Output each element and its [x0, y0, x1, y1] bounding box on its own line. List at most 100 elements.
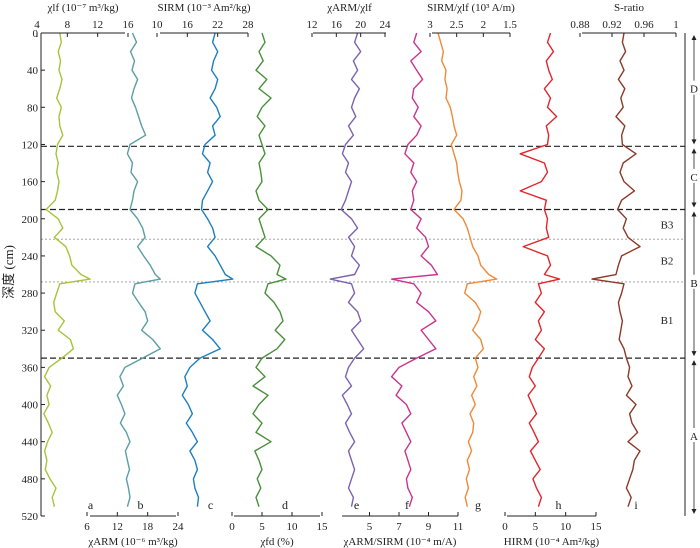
x-axis-label-f: χARM/SIRM (10⁻⁴ m/A) — [343, 536, 457, 548]
y-tick-label: 320 — [22, 325, 39, 337]
x-tick-label: 16 — [123, 19, 135, 31]
panel-letter-g: g — [475, 498, 481, 512]
x-tick-label: 28 — [243, 19, 255, 31]
y-tick-label: 480 — [22, 474, 39, 486]
y-tick-label: 360 — [22, 362, 39, 374]
y-tick-label: 200 — [22, 214, 39, 226]
x-axis-label-g: SIRM/χlf (10³ A/m) — [427, 2, 515, 14]
series-line-f — [390, 32, 439, 507]
zone-label-bg — [687, 274, 700, 289]
zone-arrow — [691, 35, 697, 40]
x-tick-label: 8 — [65, 19, 71, 31]
x-tick-label: 12 — [112, 521, 123, 533]
zone-arrow — [691, 211, 697, 217]
x-tick-label: 22 — [212, 19, 223, 31]
panel-letter-i: i — [634, 498, 638, 512]
x-tick-label: 10 — [287, 521, 299, 533]
boundary-layer — [41, 145, 685, 359]
x-tick-label: 2 — [481, 19, 487, 31]
x-tick-label: 12 — [307, 19, 318, 31]
subzone-label: B2 — [661, 256, 674, 268]
x-tick-label: 5 — [367, 521, 373, 533]
x-tick-label: 6 — [84, 521, 90, 533]
x-axis-label-d: χfd (%) — [259, 536, 294, 548]
x-tick-label: 0.88 — [570, 19, 590, 31]
x-tick-label: 1 — [673, 19, 679, 31]
panel-letter-e: e — [354, 498, 359, 512]
x-tick-label: 15 — [317, 521, 329, 533]
y-tick-label: 400 — [22, 400, 39, 412]
panel-letter-h: h — [556, 498, 562, 512]
x-tick-label: 20 — [355, 19, 367, 31]
series-line-c — [181, 32, 234, 507]
x-tick-label: 24 — [173, 521, 185, 533]
series-line-e — [329, 32, 365, 507]
x-tick-label: 2.5 — [450, 19, 464, 31]
series-line-i — [591, 32, 641, 507]
y-tick-label: 440 — [22, 437, 39, 449]
x-tick-label: 12 — [92, 19, 103, 31]
x-axis-label-h: HIRM (10⁻⁴ Am²/kg) — [504, 536, 600, 548]
subzone-label: B1 — [661, 315, 674, 327]
zone-label: B — [690, 278, 697, 290]
zone-arrow — [691, 148, 697, 154]
y-tick-label: 120 — [22, 139, 39, 151]
y-tick-label: 80 — [27, 102, 39, 114]
x-tick-label: 0 — [229, 521, 235, 533]
x-axis-label-c: SIRM (10⁻³ Am²/kg) — [157, 2, 250, 14]
zone-label: D — [690, 84, 698, 96]
y-tick-label: 40 — [27, 65, 39, 77]
panel-letter-c: c — [208, 498, 213, 512]
series-layer — [43, 32, 641, 507]
zone-label: C — [690, 172, 697, 184]
panel-letter-d: d — [282, 498, 288, 512]
x-tick-label: 10 — [152, 19, 164, 31]
zone-label: A — [690, 431, 698, 443]
y-axis-label: 深度 (cm) — [1, 245, 16, 299]
x-tick-label: 3 — [427, 19, 433, 31]
zone-layer: D C B A B3 B2 B1 — [661, 35, 700, 514]
y-tick-label: 160 — [22, 177, 39, 189]
series-line-h — [519, 32, 561, 507]
x-tick-label: 5 — [533, 521, 539, 533]
x-tick-label: 18 — [142, 521, 154, 533]
y-tick-label: 0 — [33, 28, 39, 40]
zone-label-bg — [687, 428, 700, 443]
zone-label-bg — [687, 80, 700, 95]
subzone-label: B3 — [661, 219, 674, 231]
series-line-g — [437, 32, 498, 507]
x-tick-label: 11 — [453, 521, 464, 533]
x-tick-label: 0 — [502, 521, 508, 533]
y-tick-label: 240 — [22, 251, 39, 263]
panel-letter-b: b — [138, 498, 144, 512]
x-tick-label: 9 — [426, 521, 432, 533]
x-axis-label-b: χARM (10⁻⁶ m³/kg) — [87, 536, 178, 548]
x-tick-label: 0.96 — [634, 19, 654, 31]
series-line-a — [43, 32, 91, 507]
x-tick-label: 24 — [380, 19, 392, 31]
x-tick-label: 5 — [259, 521, 265, 533]
panel-letter-f: f — [405, 498, 409, 512]
y-tick-label: 520 — [22, 511, 39, 523]
zone-arrow — [691, 509, 697, 514]
x-tick-label: 0.92 — [602, 19, 621, 31]
x-axis-label-i: S-ratio — [614, 2, 644, 14]
x-axis-label-e: χARM/χlf — [326, 2, 372, 14]
zone-arrow — [691, 202, 697, 208]
panel-letter-a: a — [88, 498, 94, 512]
series-line-b — [116, 32, 161, 507]
x-tick-label: 7 — [396, 521, 402, 533]
zone-arrow — [691, 139, 697, 145]
x-tick-label: 10 — [560, 521, 572, 533]
x-tick-label: 16 — [182, 19, 194, 31]
zone-arrow — [691, 351, 697, 357]
series-line-d — [252, 32, 287, 507]
axes-layer: 04080120160200240280320360400440480520a4… — [22, 2, 686, 548]
zone-arrow — [691, 360, 697, 366]
y-tick-label: 280 — [22, 288, 39, 300]
x-tick-label: 16 — [331, 19, 343, 31]
x-axis-label-a: χlf (10⁻⁷ m³/kg) — [47, 2, 119, 14]
x-tick-label: 1.5 — [503, 19, 517, 31]
